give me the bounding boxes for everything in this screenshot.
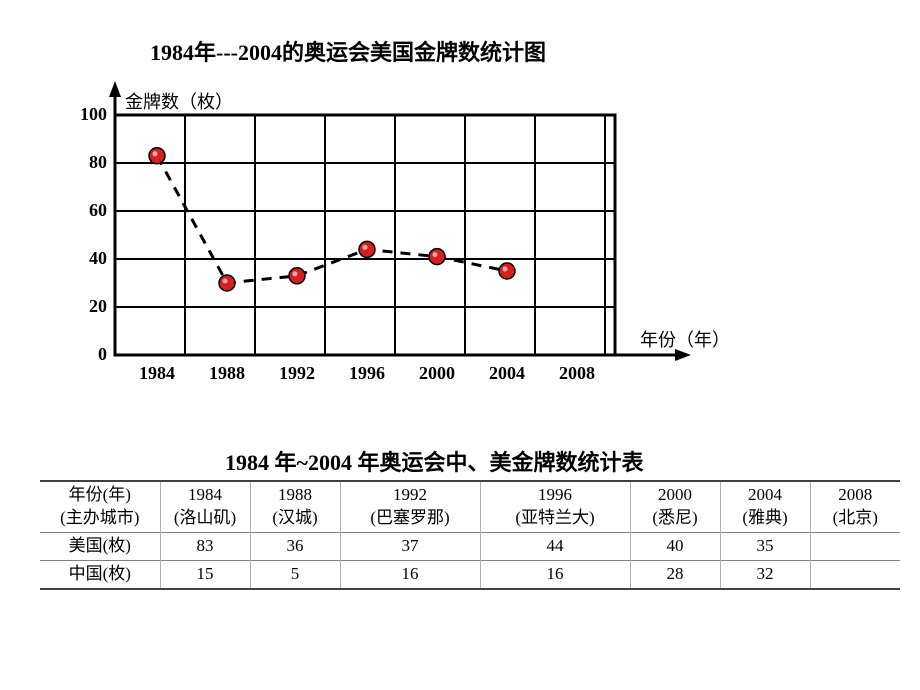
x-tick-label: 1984	[129, 363, 185, 384]
y-tick-label: 60	[67, 200, 107, 221]
x-tick-label: 1992	[269, 363, 325, 384]
data-cell: 40	[630, 532, 720, 560]
data-cell: 16	[480, 560, 630, 588]
chart-svg	[0, 0, 920, 420]
chart-area	[0, 0, 920, 425]
col-city: (洛山矶)	[174, 508, 236, 527]
col-year: 2000	[658, 485, 692, 504]
col-header: 1996 (亚特兰大)	[480, 481, 630, 532]
data-point	[499, 263, 515, 279]
col-header: 2004 (雅典)	[720, 481, 810, 532]
col-city: (巴塞罗那)	[370, 508, 449, 527]
col-year: 2004	[748, 485, 782, 504]
data-cell	[810, 560, 900, 588]
col-header: 2000 (悉尼)	[630, 481, 720, 532]
data-cell: 36	[250, 532, 340, 560]
y-tick-label: 40	[67, 248, 107, 269]
col-city: (悉尼)	[652, 508, 697, 527]
col-city: (亚特兰大)	[515, 508, 594, 527]
col-year: 1988	[278, 485, 312, 504]
row-label: 美国(枚)	[40, 532, 160, 560]
data-cell: 37	[340, 532, 480, 560]
data-cell	[810, 532, 900, 560]
col-header: 2008 (北京)	[810, 481, 900, 532]
x-tick-label: 2008	[549, 363, 605, 384]
medals-table: 年份(年)(主办城市)1984(洛山矶)1988(汉城)1992(巴塞罗那)19…	[40, 480, 900, 590]
header-city: (主办城市)	[60, 508, 139, 527]
data-cell: 16	[340, 560, 480, 588]
y-tick-label: 0	[67, 344, 107, 365]
data-point	[289, 268, 305, 284]
data-cell: 5	[250, 560, 340, 588]
row-label: 中国(枚)	[40, 560, 160, 588]
x-tick-label: 1988	[199, 363, 255, 384]
col-city: (雅典)	[742, 508, 787, 527]
data-cell: 83	[160, 532, 250, 560]
col-header: 1988 (汉城)	[250, 481, 340, 532]
data-cell: 15	[160, 560, 250, 588]
y-tick-label: 100	[67, 104, 107, 125]
x-tick-label: 2004	[479, 363, 535, 384]
y-tick-label: 20	[67, 296, 107, 317]
data-point	[149, 148, 165, 164]
data-cell: 28	[630, 560, 720, 588]
col-header: 1984 (洛山矶)	[160, 481, 250, 532]
col-city: (北京)	[833, 508, 878, 527]
data-point	[219, 275, 235, 291]
table-title: 1984 年~2004 年奥运会中、美金牌数统计表	[225, 445, 643, 477]
data-cell: 32	[720, 560, 810, 588]
col-city: (汉城)	[272, 508, 317, 527]
data-point	[359, 241, 375, 257]
col-year: 2008	[838, 485, 872, 504]
data-point	[429, 249, 445, 265]
col-year: 1996	[538, 485, 572, 504]
data-cell: 35	[720, 532, 810, 560]
col-year: 1984	[188, 485, 222, 504]
header-year-city: 年份(年) (主办城市)	[40, 481, 160, 532]
data-cell: 44	[480, 532, 630, 560]
x-tick-label: 2000	[409, 363, 465, 384]
col-header: 1992 (巴塞罗那)	[340, 481, 480, 532]
x-tick-label: 1996	[339, 363, 395, 384]
col-year: 1992	[393, 485, 427, 504]
y-tick-label: 80	[67, 152, 107, 173]
header-year: 年份(年)	[69, 485, 131, 504]
